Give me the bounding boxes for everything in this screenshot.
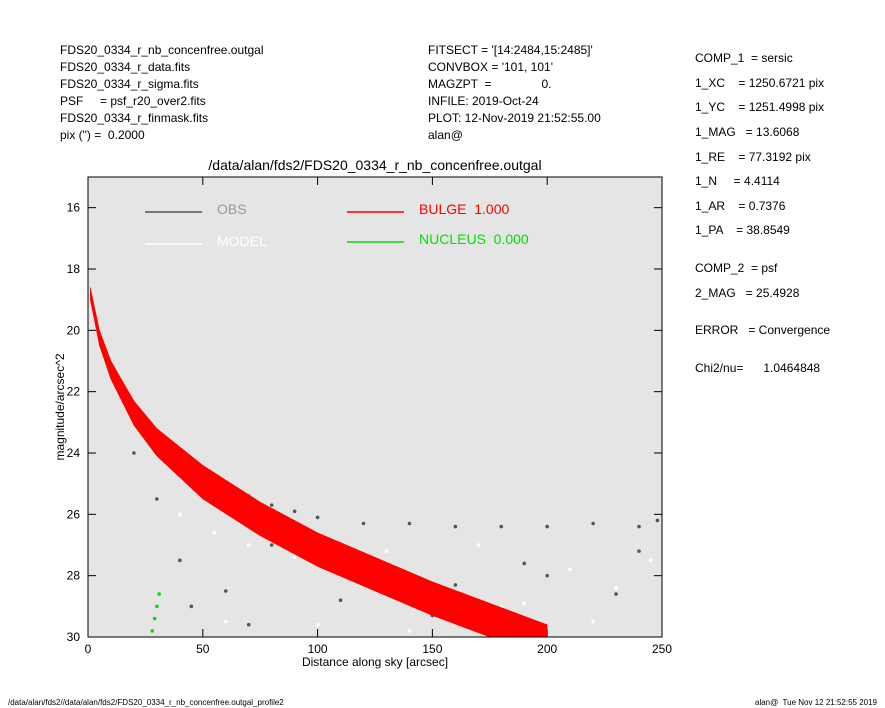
data-point bbox=[384, 549, 389, 553]
x-tick-label: 200 bbox=[537, 642, 557, 656]
header-middle-line: MAGZPT = 0. bbox=[428, 77, 551, 91]
fit-parameter: 2_MAG = 25.4928 bbox=[695, 286, 800, 300]
data-point bbox=[155, 497, 159, 501]
data-point bbox=[152, 616, 157, 621]
x-axis-label: Distance along sky [arcsec] bbox=[302, 655, 448, 669]
data-point bbox=[591, 521, 595, 526]
header-middle-line: CONVBOX = '101, 101' bbox=[428, 60, 553, 74]
y-tick-label: 30 bbox=[67, 630, 81, 644]
data-point bbox=[189, 604, 194, 609]
y-axis-label: magnitude/arcsec^2 bbox=[53, 353, 67, 460]
data-point bbox=[648, 558, 653, 563]
fit-parameter: 1_N = 4.4114 bbox=[695, 174, 780, 188]
legend-label: OBS bbox=[217, 201, 247, 217]
fit-parameter: 1_YC = 1251.4998 pix bbox=[695, 100, 824, 114]
data-point bbox=[132, 451, 136, 455]
fit-parameter: Chi2/nu= 1.0464848 bbox=[695, 361, 820, 375]
header-middle-line: alan@ bbox=[428, 128, 463, 142]
fit-parameter: 1_RE = 77.3192 pix bbox=[695, 150, 811, 164]
header-middle-line: INFILE: 2019-Oct-24 bbox=[428, 94, 539, 108]
data-point bbox=[315, 515, 320, 520]
data-point bbox=[453, 583, 458, 587]
data-point bbox=[614, 586, 618, 590]
data-point bbox=[212, 530, 217, 535]
fit-parameter: 1_XC = 1250.6721 pix bbox=[695, 76, 824, 90]
legend-label: MODEL bbox=[217, 233, 267, 249]
data-point bbox=[178, 512, 182, 517]
fit-parameter: ERROR = Convergence bbox=[695, 323, 830, 337]
y-tick-label: 24 bbox=[67, 446, 81, 460]
data-point bbox=[407, 521, 412, 526]
header-left-line: PSF = psf_r20_over2.fits bbox=[60, 94, 206, 108]
header-left-line: FDS20_0334_r_nb_concenfree.outgal bbox=[60, 43, 263, 57]
data-point bbox=[637, 524, 641, 529]
y-tick-label: 16 bbox=[67, 201, 81, 215]
bulge-band bbox=[489, 602, 548, 637]
data-point bbox=[614, 592, 618, 596]
footer-right: alan@ Tue Nov 12 21:52:55 2019 bbox=[755, 698, 878, 707]
footer-left: /data/alan/fds2//data/alan/fds2/FDS20_03… bbox=[8, 698, 284, 707]
plot-frame bbox=[87, 176, 663, 638]
data-point bbox=[522, 601, 527, 606]
data-point bbox=[269, 503, 274, 507]
bulge-band bbox=[432, 581, 491, 637]
data-point bbox=[246, 622, 251, 627]
chart-title: /data/alan/fds2/FDS20_0334_r_nb_concenfr… bbox=[208, 157, 541, 173]
data-point bbox=[157, 592, 161, 596]
y-tick-label: 28 bbox=[67, 569, 81, 583]
data-point bbox=[338, 598, 343, 602]
fit-parameter: COMP_1 = sersic bbox=[695, 51, 793, 65]
data-point bbox=[246, 543, 251, 547]
x-tick-label: 50 bbox=[196, 642, 210, 656]
data-point bbox=[178, 558, 182, 563]
y-tick-label: 22 bbox=[67, 385, 81, 399]
legend-label: BULGE 1.000 bbox=[419, 201, 509, 217]
data-point bbox=[545, 524, 549, 529]
fit-parameter: 1_PA = 38.8549 bbox=[695, 223, 790, 237]
data-point bbox=[545, 573, 549, 578]
data-point bbox=[361, 521, 366, 526]
y-tick-label: 20 bbox=[67, 323, 81, 337]
x-tick-label: 0 bbox=[85, 642, 92, 656]
data-point bbox=[655, 518, 660, 523]
data-point bbox=[568, 567, 572, 572]
x-tick-label: 100 bbox=[308, 642, 328, 656]
data-point bbox=[637, 549, 641, 553]
header-left-line: pix (") = 0.2000 bbox=[60, 128, 145, 142]
y-tick-label: 18 bbox=[67, 262, 81, 276]
x-tick-label: 250 bbox=[652, 642, 672, 656]
header-middle-line: FITSECT = '[14:2484,15:2485]' bbox=[428, 43, 593, 57]
header-left-line: FDS20_0334_r_finmask.fits bbox=[60, 111, 208, 125]
data-point bbox=[315, 622, 320, 627]
header-left-line: FDS20_0334_r_data.fits bbox=[60, 60, 190, 74]
header-left-line: FDS20_0334_r_sigma.fits bbox=[60, 77, 199, 91]
data-point bbox=[292, 509, 297, 514]
y-tick-label: 26 bbox=[67, 507, 81, 521]
data-point bbox=[223, 619, 228, 624]
x-tick-label: 150 bbox=[422, 642, 442, 656]
data-point bbox=[407, 629, 412, 633]
data-point bbox=[476, 543, 481, 547]
data-point bbox=[223, 589, 228, 593]
header-middle-line: PLOT: 12-Nov-2019 21:52:55.00 bbox=[428, 111, 601, 125]
data-point bbox=[269, 543, 274, 547]
data-point bbox=[155, 604, 159, 609]
data-point bbox=[292, 555, 297, 560]
legend-label: NUCLEUS 0.000 bbox=[419, 231, 529, 247]
fit-parameter: COMP_2 = psf bbox=[695, 261, 778, 275]
fit-parameter: 1_AR = 0.7376 bbox=[695, 199, 786, 213]
data-point bbox=[499, 524, 504, 529]
fit-parameter: 1_MAG = 13.6068 bbox=[695, 125, 800, 139]
data-point bbox=[150, 629, 155, 633]
data-point bbox=[522, 561, 527, 566]
data-point bbox=[453, 524, 458, 529]
data-point bbox=[591, 619, 595, 624]
